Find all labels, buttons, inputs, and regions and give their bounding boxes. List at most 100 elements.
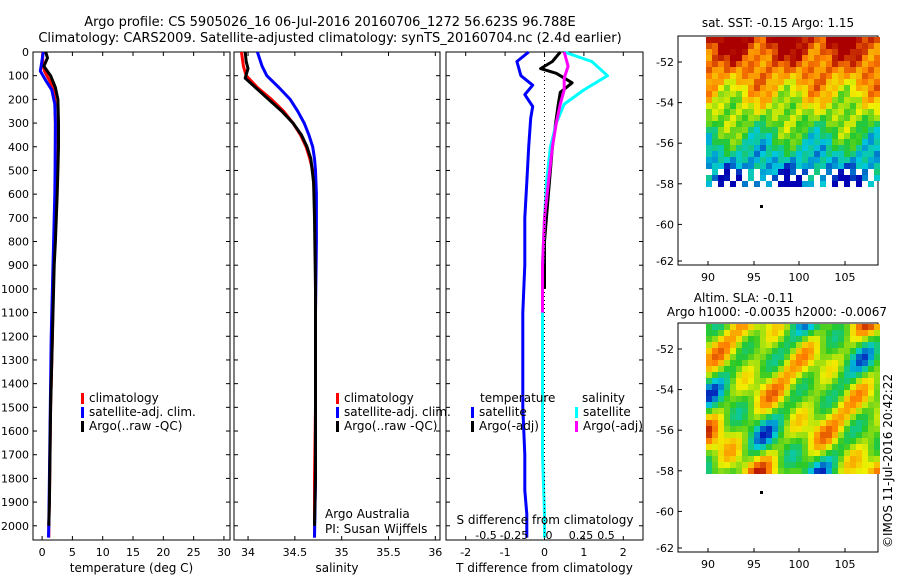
map-cell [856,456,862,462]
map-cell [766,444,772,450]
map-cell [802,67,808,73]
map-cell [808,372,814,378]
map-cell [838,330,844,336]
map-y-tick-label: -52 [656,56,674,69]
map-cell [874,438,880,444]
map-cell [736,396,742,402]
map-cell [856,444,862,450]
map-cell [802,390,808,396]
map-cell [832,330,838,336]
map-cell [718,97,724,103]
x2-tick-label: 0 [546,529,553,542]
map-cell [832,438,838,444]
map-cell [856,79,862,85]
map-cell [844,336,850,342]
map-cell [736,324,742,330]
map-cell [856,336,862,342]
x2-tick-label: -0.25 [500,529,528,542]
map-cell [736,402,742,408]
map-cell [868,336,874,342]
map-cell [802,73,808,79]
map-cell [772,462,778,468]
map-cell [790,55,796,61]
map-cell [808,342,814,348]
map-cell [718,109,724,115]
map-cell [802,181,808,187]
legend-temperature-label: climatology [89,391,159,405]
map-cell [862,426,868,432]
map-cell [784,121,790,127]
map-cell [832,444,838,450]
map-cell [754,139,760,145]
map-cell [772,420,778,426]
map-cell [826,366,832,372]
x-axis-label: temperature (deg C) [70,561,193,575]
map-cell [802,49,808,55]
map-cell [820,378,826,384]
map-cell [802,408,808,414]
map-cell [814,61,820,67]
map-cell [778,61,784,67]
map-cell [760,450,766,456]
map-cell [814,73,820,79]
map-cell [784,354,790,360]
map-cell [760,97,766,103]
map-cell [850,342,856,348]
map-cell [802,109,808,115]
map-cell [718,103,724,109]
map-cell [748,336,754,342]
map-cell [802,145,808,151]
map-cell [844,438,850,444]
map-cell [832,462,838,468]
map-cell [802,91,808,97]
map-cell [790,468,796,474]
map-cell [742,103,748,109]
map-cell [844,49,850,55]
map-cell [874,133,880,139]
map-y-tick-label: -54 [656,384,674,397]
map-cell [862,115,868,121]
map-cell [778,91,784,97]
map-cell [868,354,874,360]
map-cell [856,330,862,336]
map-cell [748,468,754,474]
map-cell [874,456,880,462]
map-cell [862,342,868,348]
map-cell [718,127,724,133]
map-cell [736,127,742,133]
map-cell [742,85,748,91]
map-cell [862,121,868,127]
map-cell [814,79,820,85]
map-cell [790,348,796,354]
map-cell [856,43,862,49]
x-tick-label: 1 [580,546,587,559]
map-cell [814,324,820,330]
map-cell [844,133,850,139]
map-cell [790,426,796,432]
map-cell [838,360,844,366]
map-cell [850,408,856,414]
map-cell [730,402,736,408]
map-cell [820,450,826,456]
map-cell [826,390,832,396]
map-cell [796,390,802,396]
map-cell [874,121,880,127]
map-cell [844,384,850,390]
map-cell [730,450,736,456]
map-cell [820,115,826,121]
x-tick-label: 30 [217,546,231,559]
map-cell [724,414,730,420]
map-cell [742,145,748,151]
map-cell [754,145,760,151]
map-cell [778,348,784,354]
map-cell [832,145,838,151]
map-cell [718,462,724,468]
map-cell [874,426,880,432]
map-cell [760,151,766,157]
x-tick-label: 15 [126,546,140,559]
map-cell [754,133,760,139]
map-cell [724,49,730,55]
map-cell [778,139,784,145]
map-cell [718,151,724,157]
map-cell [730,384,736,390]
